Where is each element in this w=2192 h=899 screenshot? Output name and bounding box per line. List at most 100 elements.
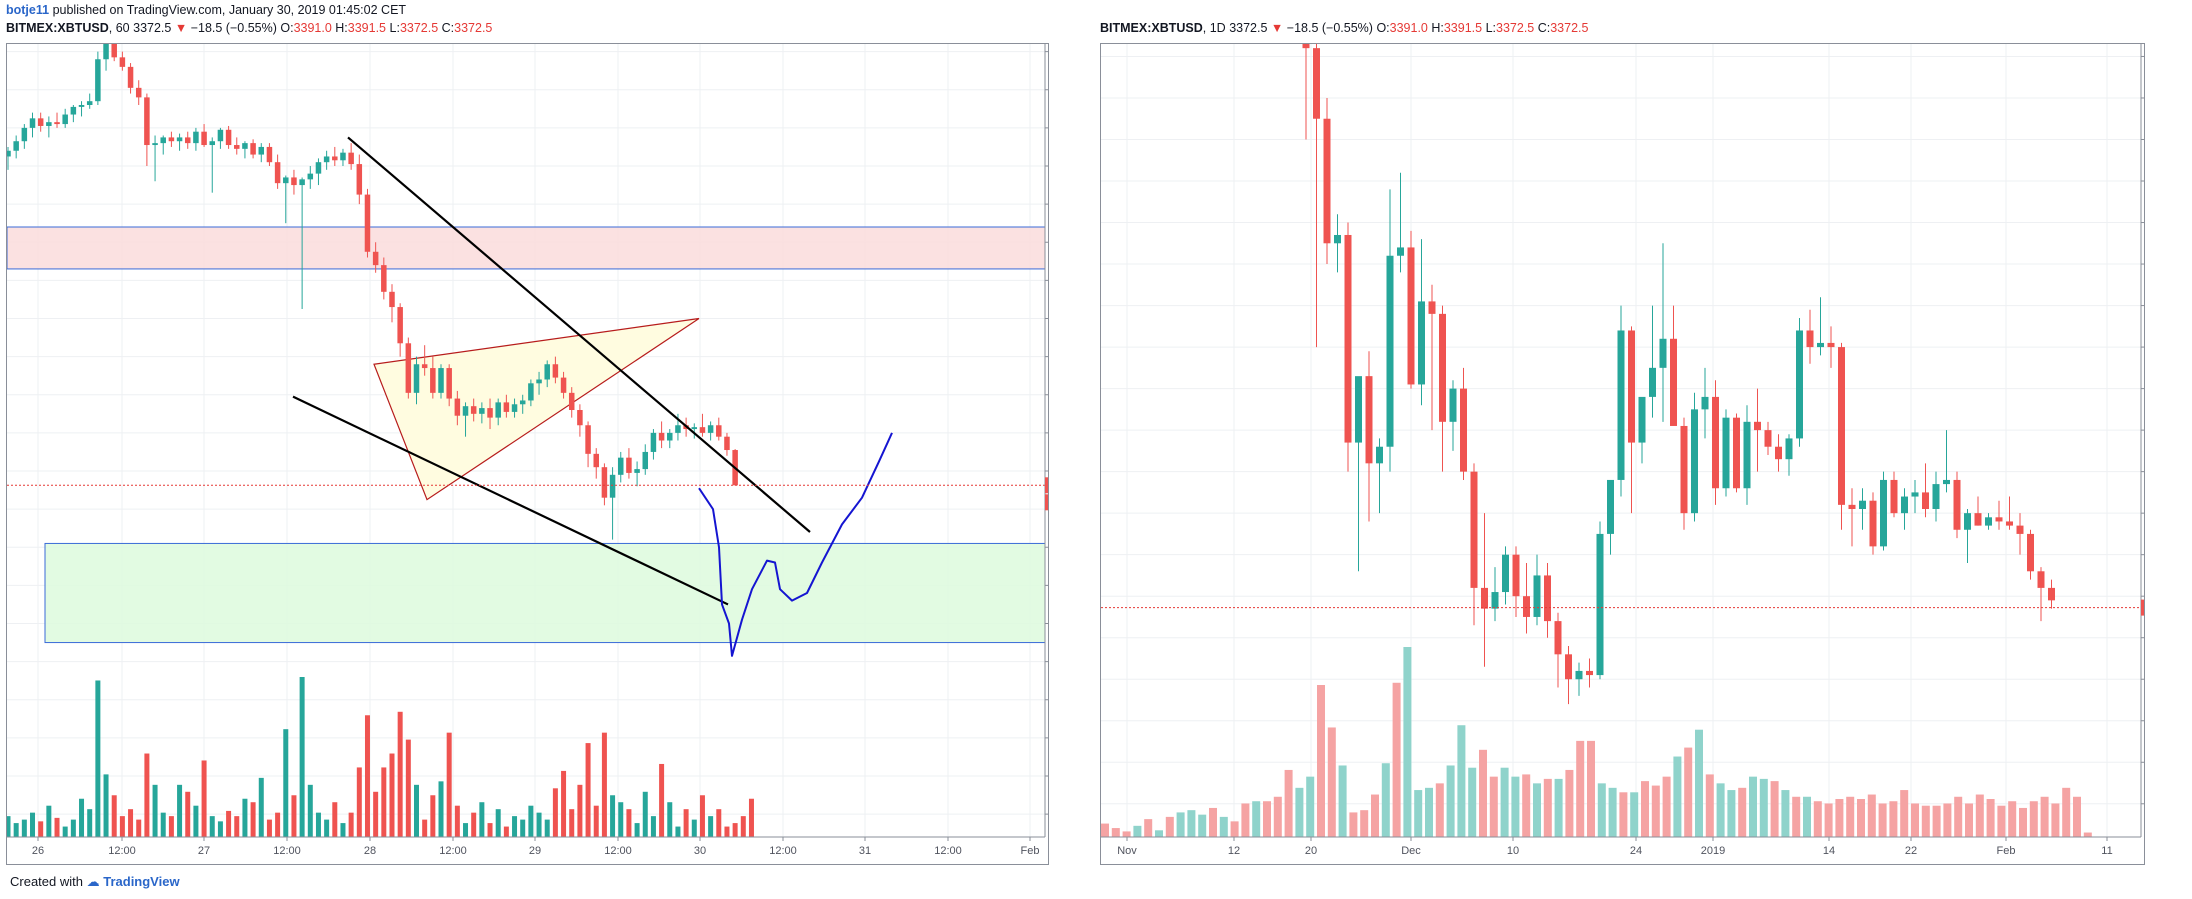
- volume-bar: [95, 680, 101, 837]
- candle-body: [1670, 338, 1677, 426]
- candle-body: [1491, 592, 1499, 609]
- volume-bar: [1133, 825, 1142, 837]
- volume-bar: [87, 809, 93, 837]
- candle-body: [21, 127, 28, 142]
- time-tick-label: 22: [1905, 845, 1917, 857]
- volume-bar: [299, 677, 305, 837]
- candle-body: [1460, 388, 1467, 472]
- volume-bar: [1781, 790, 1790, 837]
- candle-body: [1418, 301, 1425, 385]
- candle-body: [1733, 417, 1740, 489]
- volume-bar: [512, 816, 518, 837]
- hourly-chart-svg[interactable]: 3200.03220.03240.03260.03280.03300.03320…: [5, 36, 1089, 864]
- volume-bar: [111, 795, 117, 837]
- last-price-tag: [1045, 477, 1048, 494]
- volume-bar: [1662, 776, 1671, 837]
- candle-body: [2037, 571, 2045, 588]
- volume-bar: [1241, 803, 1250, 837]
- candle-body: [691, 427, 698, 430]
- volume-bar: [610, 795, 616, 837]
- volume-bar: [1749, 776, 1757, 837]
- volume-bar: [1338, 765, 1347, 837]
- candle-body: [487, 408, 493, 418]
- volume-bar: [1295, 787, 1304, 837]
- volume-bar: [258, 777, 264, 837]
- candle-body: [1859, 500, 1866, 510]
- candle-body: [1323, 118, 1331, 244]
- volume-bar: [1198, 814, 1207, 837]
- daily-chart-svg[interactable]: 2900.03000.03100.03200.03300.03400.03500…: [1101, 14, 2182, 864]
- left-symbol[interactable]: BITMEX:XBTUSD: [6, 21, 109, 35]
- volume-bar: [1695, 729, 1703, 837]
- candle-body: [201, 131, 207, 146]
- publication-header: botje11 published on TradingView.com, Ja…: [6, 3, 406, 17]
- candle-body: [1376, 446, 1383, 464]
- volume-bar: [266, 819, 272, 837]
- support-zone: [44, 542, 1046, 644]
- volume-bar: [234, 816, 240, 837]
- volume-bar: [1176, 812, 1185, 837]
- candle-body: [1995, 517, 2003, 522]
- volume-bar: [683, 809, 689, 837]
- volume-bar: [1425, 787, 1433, 837]
- volume-bar: [463, 823, 469, 837]
- volume-bar: [1986, 799, 1995, 837]
- volume-bar: [503, 826, 509, 837]
- time-tick-label: 2019: [1701, 845, 1725, 857]
- candle-body: [1901, 496, 1908, 514]
- candle-body: [13, 141, 19, 151]
- volume-bar: [168, 816, 174, 837]
- candle-body: [1334, 234, 1341, 244]
- volume-bar: [1187, 810, 1196, 837]
- volume-bar: [2029, 801, 2038, 837]
- author-link[interactable]: botje11: [6, 3, 50, 17]
- volume-bar: [1684, 747, 1693, 837]
- volume-bar: [389, 753, 395, 837]
- volume-bar: [1165, 816, 1174, 837]
- candle-body: [544, 364, 550, 380]
- volume-bar: [748, 798, 754, 837]
- candle-body: [46, 122, 52, 126]
- candle-body: [1754, 421, 1761, 431]
- volume-bar: [62, 826, 68, 837]
- hourly-chart-panel[interactable]: 3200.03220.03240.03260.03280.03300.03320…: [5, 36, 1089, 865]
- candle-body: [1722, 417, 1730, 489]
- tradingview-brand[interactable]: TradingView: [103, 874, 180, 889]
- volume-bar: [1489, 776, 1498, 837]
- price-axis-bg: [2141, 44, 2144, 864]
- volume-bar: [1511, 776, 1520, 837]
- candle-body: [405, 343, 412, 393]
- volume-bar: [54, 817, 60, 837]
- candle-body: [675, 425, 681, 433]
- candle-body: [2016, 525, 2024, 534]
- daily-chart-panel[interactable]: 2900.03000.03100.03200.03300.03400.03500…: [1100, 14, 2182, 865]
- volume-bar: [38, 821, 44, 837]
- volume-bar: [128, 809, 134, 837]
- volume-bar: [561, 770, 567, 837]
- right-symbol[interactable]: BITMEX:XBTUSD: [1100, 21, 1203, 35]
- candle-body: [1659, 338, 1667, 368]
- volume-bar: [1857, 799, 1865, 837]
- volume-bar: [1835, 799, 1844, 837]
- left-change: −18.5 (−0.55%): [190, 21, 277, 35]
- down-arrow-icon: ▼: [1270, 21, 1284, 35]
- volume-bar: [1230, 821, 1239, 837]
- volume-bar: [1727, 790, 1736, 837]
- candle-body: [323, 156, 330, 163]
- candle-body: [438, 368, 444, 393]
- projected-path: [698, 432, 893, 657]
- volume-bar: [1155, 830, 1163, 837]
- candle-body: [37, 118, 44, 126]
- volume-bar: [1414, 790, 1423, 837]
- candle-body: [634, 469, 640, 473]
- volume-bar: [201, 760, 207, 837]
- candle-body: [1449, 388, 1457, 422]
- left-low: 3372.5: [399, 21, 439, 35]
- candle-body: [1974, 513, 1982, 526]
- time-tick-label: 28: [364, 845, 376, 857]
- candle-body: [250, 143, 256, 155]
- candle-body: [299, 179, 305, 186]
- volume-bar: [1900, 790, 1909, 837]
- volume-bar: [1360, 810, 1369, 837]
- candle-body: [1817, 342, 1824, 348]
